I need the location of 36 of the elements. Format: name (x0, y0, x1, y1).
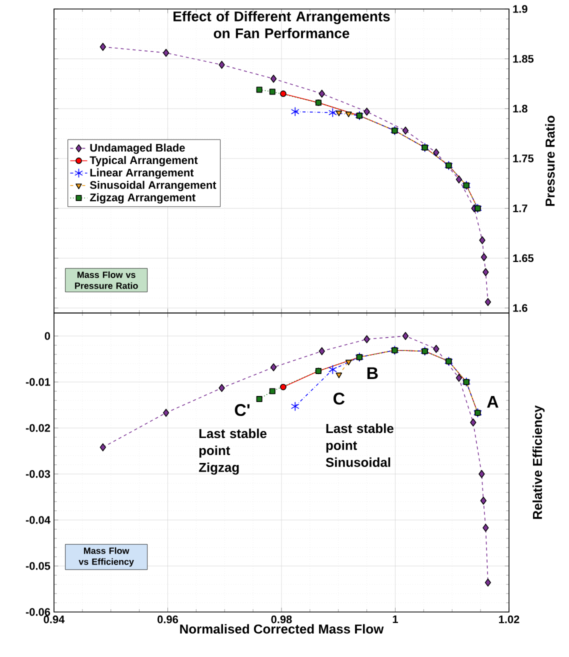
annotation: B (367, 367, 378, 379)
x-tick-label: 1.02 (499, 616, 520, 624)
x-tick-label: 0.96 (158, 616, 178, 624)
legend-label: Typical Arrangement (90, 156, 198, 166)
annotation: Mass Flow vs Efficiency (78, 547, 134, 567)
y-axis-title: Relative Efficiency (532, 405, 545, 519)
annotation: Mass Flow vs Pressure Ratio (75, 271, 138, 289)
text: Effect of Different Arrangements on Fan Performance (174, 11, 390, 38)
x-tick-label: 0.94 (44, 616, 65, 624)
x-tick-label: 1 (392, 616, 398, 624)
legend-label: Zigzag Arrangement (90, 193, 196, 204)
y-axis-title: Pressure Ratio (545, 116, 555, 206)
y-tick-label: -0.02 (26, 424, 50, 432)
y-tick-label: 0 (44, 332, 50, 340)
x-tick-label: 0.98 (271, 616, 292, 624)
annotation: C (334, 392, 345, 405)
legend-label: Linear Arrangement (90, 168, 194, 179)
annotation: A (487, 396, 498, 408)
y-tick-label: 1.75 (513, 154, 534, 162)
annotation: Last stable point Sinusoidal (326, 424, 394, 467)
y-tick-label: -0.01 (26, 378, 50, 386)
y-tick-label: 1.85 (513, 54, 534, 63)
annotation: C' (234, 404, 250, 416)
y-tick-label: -0.05 (26, 562, 50, 570)
y-tick-label: 1.8 (513, 104, 528, 113)
y-tick-label: -0.04 (26, 516, 50, 524)
y-tick-label: 1.65 (513, 254, 534, 262)
legend-label: Sinusoidal Arrangement (90, 180, 216, 192)
legend-label: Undamaged Blade (90, 144, 185, 154)
y-tick-label: 1.6 (513, 304, 528, 312)
y-tick-label: -0.06 (26, 608, 50, 616)
y-tick-label: 1.7 (513, 204, 528, 212)
y-tick-label: 1.9 (513, 5, 528, 13)
annotation: Last stable point Zigzag (198, 428, 266, 475)
x-axis-title: Normalised Corrected Mass Flow (180, 624, 384, 634)
y-tick-label: -0.03 (26, 470, 50, 478)
